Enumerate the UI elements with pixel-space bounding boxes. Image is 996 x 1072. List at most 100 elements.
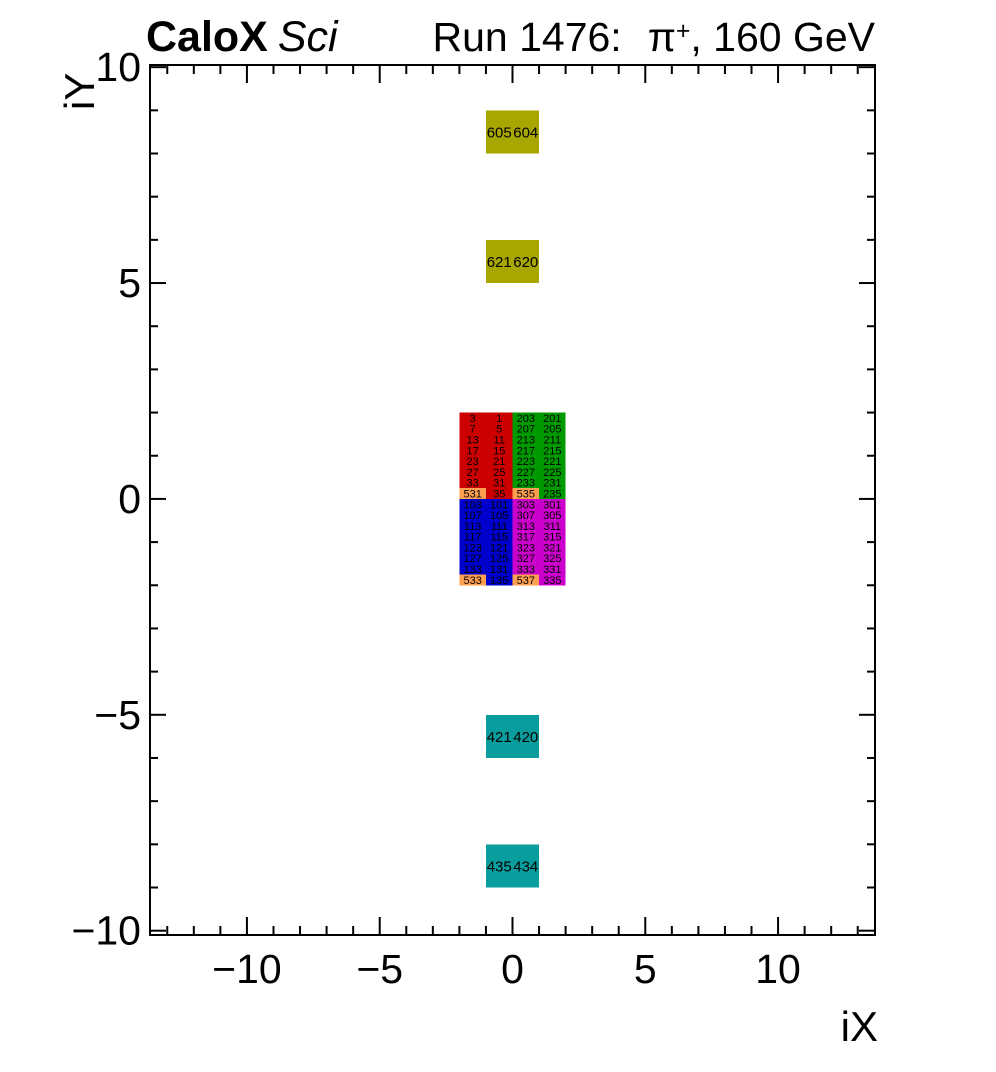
- heatmap-cell: [485, 423, 513, 435]
- heatmap-cell: [512, 434, 540, 445]
- x-axis-tick-label: 10: [755, 946, 801, 992]
- heatmap-cell: [539, 509, 566, 521]
- heatmap-cell: [459, 466, 486, 478]
- x-axis-title: iX: [841, 1003, 878, 1050]
- heatmap-cell: [539, 455, 566, 467]
- heatmap-cell: [512, 455, 540, 467]
- cell-value-label: 211: [544, 435, 562, 447]
- cell-value-label: 25: [493, 467, 505, 479]
- heatmap-cell: [539, 563, 566, 575]
- heatmap-cell: [485, 531, 513, 543]
- heatmap-cell: [512, 488, 540, 499]
- heatmap-cell: [539, 520, 566, 532]
- plot-title-right: Run 1476: π+, 160 GeV: [432, 17, 875, 58]
- y-axis-tick-label: −5: [94, 692, 141, 738]
- y-axis-tick-label: 0: [118, 476, 141, 522]
- cell-value-label: 127: [463, 553, 481, 565]
- cell-value-label: 537: [517, 575, 535, 587]
- heatmap-cell: [512, 542, 540, 553]
- cell-value-label: 235: [543, 488, 561, 500]
- heatmap-cell: [512, 509, 540, 521]
- cell-value-label: 533: [463, 575, 481, 587]
- heatmap-cell: [512, 574, 540, 586]
- cell-value-label: 1: [496, 413, 502, 425]
- cell-value-label: 435: [487, 858, 512, 875]
- heatmap-cell: [485, 434, 513, 445]
- cell-value-label: 621: [487, 254, 512, 271]
- cell-value-label: 3: [470, 413, 476, 425]
- heatmap-cell: [539, 488, 566, 499]
- heatmap-cell: [459, 552, 486, 564]
- cell-value-label: 217: [517, 445, 535, 457]
- cell-value-label: 115: [490, 532, 508, 544]
- heatmap-cell: [485, 455, 513, 467]
- x-axis-tick-label: −5: [356, 946, 403, 992]
- heatmap-cell: [512, 466, 540, 478]
- heatmap-cell: [485, 239, 513, 284]
- heatmap-cell: [539, 542, 566, 553]
- cell-value-label: 315: [543, 532, 561, 544]
- y-axis-tick-label: −10: [71, 908, 141, 954]
- y-axis-title: iY: [56, 73, 103, 110]
- cell-value-label: 321: [543, 542, 561, 554]
- x-axis-tick-label: 0: [501, 946, 524, 992]
- heatmap-cell: [539, 444, 566, 456]
- y-axis-tick-label: 10: [95, 44, 141, 90]
- particle-symbol: π: [647, 14, 676, 60]
- heatmap-cell: [539, 412, 566, 424]
- cell-value-label: 207: [517, 424, 535, 436]
- cell-value-label: 135: [490, 575, 508, 587]
- cell-value-label: 31: [493, 478, 505, 490]
- cell-value-label: 105: [490, 510, 508, 522]
- cell-value-label: 421: [487, 729, 512, 746]
- heatmap-cell: [459, 574, 486, 586]
- cell-value-label: 107: [463, 510, 481, 522]
- heatmap-cell: [512, 531, 540, 543]
- plot-title-left: CaloX Sci: [146, 16, 338, 59]
- heatmap-cell: [539, 466, 566, 478]
- heatmap-cell: [459, 498, 486, 510]
- heatmap-cell: [512, 477, 540, 489]
- cell-value-label: 531: [463, 488, 481, 500]
- heatmap-cell: [539, 531, 566, 543]
- x-axis-tick-label: 5: [634, 946, 657, 992]
- detector-label: Sci: [277, 13, 338, 61]
- heatmap-cell: [485, 714, 513, 758]
- cell-value-label: 223: [517, 456, 535, 468]
- cell-value-label: 317: [517, 532, 535, 544]
- heatmap-cell: [485, 444, 513, 456]
- cell-value-label: 221: [543, 456, 561, 468]
- cell-value-label: 231: [543, 478, 561, 490]
- cell-value-label: 133: [463, 564, 481, 576]
- cell-value-label: 13: [467, 435, 479, 447]
- heatmap-cell: [512, 412, 540, 424]
- cell-value-label: 33: [467, 478, 479, 490]
- heatmap-cell: [485, 488, 513, 499]
- cell-value-label: 27: [467, 467, 479, 479]
- cell-value-label: 331: [543, 564, 561, 576]
- cell-value-label: 233: [517, 478, 535, 490]
- heatmap-cell: [485, 563, 513, 575]
- cell-value-label: 323: [517, 542, 535, 554]
- experiment-name: CaloX: [146, 13, 268, 61]
- heatmap-cell: [512, 552, 540, 564]
- heatmap-cell: [459, 542, 486, 553]
- heatmap-cell: [539, 552, 566, 564]
- cell-value-label: 434: [513, 858, 538, 875]
- heatmap-cell: [459, 520, 486, 532]
- heatmap-cell: [539, 434, 566, 445]
- cell-value-label: 111: [491, 521, 508, 533]
- heatmap-cell: [485, 509, 513, 521]
- particle-charge: +: [676, 18, 691, 46]
- heatmap-cell: [459, 563, 486, 575]
- heatmap-cell: [512, 110, 540, 154]
- cell-value-label: 103: [463, 499, 481, 511]
- y-axis-tick-label: 5: [118, 260, 141, 306]
- heatmap-cell: [459, 423, 486, 435]
- cell-value-label: 303: [517, 499, 535, 511]
- cell-value-label: 17: [467, 445, 479, 457]
- heatmap-cell: [512, 844, 540, 888]
- cell-value-label: 213: [517, 435, 535, 447]
